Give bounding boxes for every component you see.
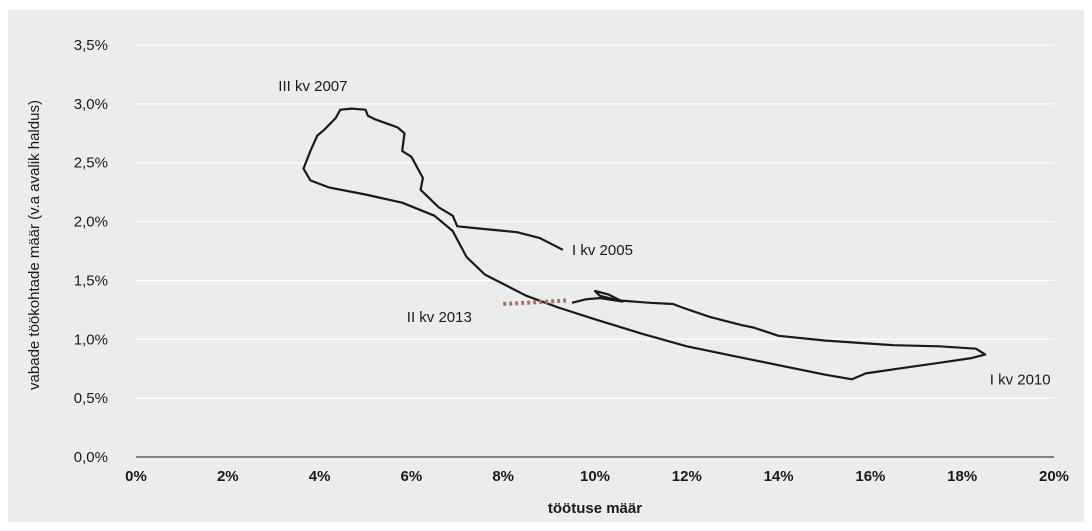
y-tick-label: 1,0% <box>74 331 108 348</box>
y-tick-label: 0,0% <box>74 449 108 466</box>
series-line-main <box>302 107 987 381</box>
chart-background <box>8 10 1084 522</box>
annotation-label: II kv 2013 <box>407 309 472 326</box>
x-tick-label: 18% <box>947 468 977 485</box>
x-tick-label: 16% <box>855 468 885 485</box>
x-axis-title: töötuse määr <box>548 500 642 517</box>
y-axis-title: vabade töökohtade määr (v.a avalik haldu… <box>26 100 43 390</box>
annotation-label: I kv 2010 <box>990 371 1051 388</box>
x-tick-label: 8% <box>492 468 514 485</box>
x-tick-label: 4% <box>309 468 331 485</box>
y-tick-label: 0,5% <box>74 390 108 407</box>
annotation-layer: I kv 2005 III kv 2007 II kv 2013 I kv 2010 <box>278 78 1050 388</box>
x-tick-label: 10% <box>580 468 610 485</box>
y-tick-label: 1,5% <box>74 272 108 289</box>
x-tick-label: 2% <box>217 468 239 485</box>
x-tick-label: 14% <box>764 468 794 485</box>
x-tick-label: 12% <box>672 468 702 485</box>
grid-layer <box>136 44 1054 458</box>
y-tick-label: 3,0% <box>74 96 108 113</box>
annotation-label: I kv 2005 <box>572 242 633 259</box>
y-tick-label: 3,5% <box>74 37 108 54</box>
tick-layer: 0,0% 0,5% 1,0% 1,5% 2,0% 2,5% 3,0% 3,5% 0% 2% 4% 6%… <box>74 37 1069 485</box>
x-tick-label: 6% <box>401 468 423 485</box>
x-tick-label: 0% <box>125 468 147 485</box>
y-tick-label: 2,0% <box>74 214 108 231</box>
annotation-label: III kv 2007 <box>278 78 347 95</box>
x-tick-label: 20% <box>1039 468 1069 485</box>
y-tick-label: 2,5% <box>74 155 108 172</box>
series-line-recent <box>503 298 568 306</box>
series-layer <box>302 107 987 381</box>
